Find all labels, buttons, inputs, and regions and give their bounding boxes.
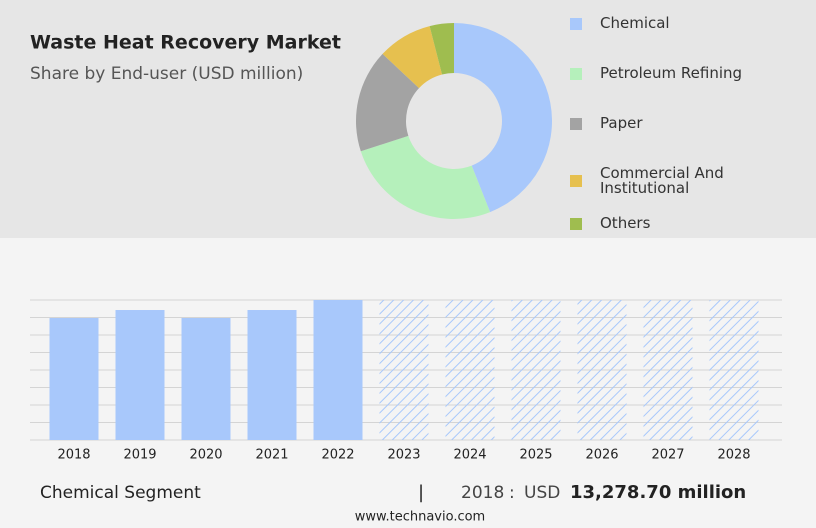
footer-colon: :	[509, 483, 515, 503]
donut-slice	[355, 53, 420, 152]
chart-subtitle: Share by End-user (USD million)	[30, 64, 303, 84]
bar	[115, 310, 165, 440]
x-tick-label: 2024	[453, 448, 486, 463]
donut-slice	[360, 135, 491, 219]
legend-swatch	[570, 118, 582, 130]
x-tick-label: 2025	[519, 448, 552, 463]
x-tick-label: 2023	[387, 448, 420, 463]
bar	[247, 310, 297, 440]
legend-swatch	[570, 175, 582, 187]
bar	[49, 318, 99, 440]
segment-label: Chemical Segment	[40, 483, 201, 503]
source: www.technavio.com	[355, 510, 485, 525]
legend-label: Chemical	[600, 14, 670, 32]
x-tick-label: 2022	[321, 448, 354, 463]
x-tick-label: 2018	[57, 448, 90, 463]
legend-label: Commercial And Institutional	[600, 164, 724, 197]
donut-slice	[382, 26, 443, 89]
legend-label: Petroleum Refining	[600, 64, 743, 82]
legend-swatch	[570, 68, 582, 80]
footer-currency: USD	[524, 483, 560, 503]
x-tick-label: 2028	[717, 448, 750, 463]
legend-swatch	[570, 218, 582, 230]
legend-label: Paper	[600, 114, 643, 132]
bar	[313, 300, 363, 440]
donut-slice	[454, 23, 553, 213]
forecast-placeholder	[379, 300, 429, 440]
legend-swatch	[570, 18, 582, 30]
footer-year: 2018	[461, 483, 504, 503]
x-tick-label: 2021	[255, 448, 288, 463]
forecast-placeholder	[511, 300, 561, 440]
donut-slice	[429, 23, 454, 75]
x-tick-label: 2026	[585, 448, 618, 463]
chart-title: Waste Heat Recovery Market	[30, 32, 341, 54]
forecast-placeholder	[445, 300, 495, 440]
forecast-placeholder	[577, 300, 627, 440]
bar	[181, 318, 231, 440]
forecast-placeholder	[709, 300, 759, 440]
forecast-placeholder	[643, 300, 693, 440]
footer-amount: 13,278.70 million	[570, 482, 746, 503]
x-tick-label: 2027	[651, 448, 684, 463]
x-tick-label: 2020	[189, 448, 222, 463]
x-tick-label: 2019	[123, 448, 156, 463]
legend-label: Others	[600, 214, 651, 232]
separator: |	[418, 482, 424, 503]
